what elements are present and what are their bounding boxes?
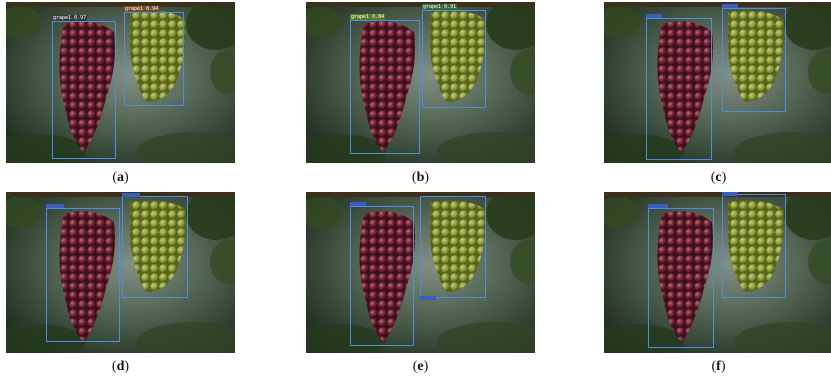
detection-label [46,204,64,208]
bounding-box-green-grape [420,196,486,298]
detection-label [722,4,738,8]
grape-photo [306,2,535,163]
bounding-box-red-grape [52,21,116,159]
grape-photo [6,192,235,353]
photo-panel-b: grape1 0.84 grape1 0.91 [306,2,535,163]
detection-label [350,202,366,206]
detection-label: grape1 0.94 [124,6,160,12]
photo-panel-e [306,192,535,353]
detection-label [646,14,662,18]
panel-caption: (c) [710,170,727,185]
bounding-box-red-grape [46,208,120,342]
detection-label: grape1 0.97 [52,15,88,21]
photo-panel-d [6,192,235,353]
panel-caption: (f) [711,359,726,374]
bounding-box-green-grape [122,196,188,298]
panel-caption: (d) [111,359,130,374]
bounding-box-red-grape [350,206,414,346]
detection-label [122,193,140,197]
bounding-box-red-grape [350,20,420,154]
detection-label [420,296,436,300]
panel-caption: (e) [412,359,429,374]
detection-label [722,192,738,196]
detection-label [648,204,668,208]
grape-photo [6,2,235,163]
bounding-box-green-grape [722,8,786,112]
grape-photo [604,192,831,353]
bounding-box-green-grape [722,194,786,298]
photo-panel-c [604,2,831,163]
bounding-box-red-grape [648,208,714,348]
bounding-box-green-grape [124,12,184,106]
photo-panel-a: grape1 0.97 grape1 0.94 [6,2,235,163]
panel-caption: (a) [112,170,129,185]
detection-label: grape1 0.84 [350,14,386,20]
bounding-box-green-grape [422,10,486,108]
panel-caption: (b) [411,170,430,185]
detection-label: grape1 0.91 [422,4,458,10]
bounding-box-red-grape [646,18,712,160]
grape-photo [604,2,831,163]
photo-panel-f [604,192,831,353]
